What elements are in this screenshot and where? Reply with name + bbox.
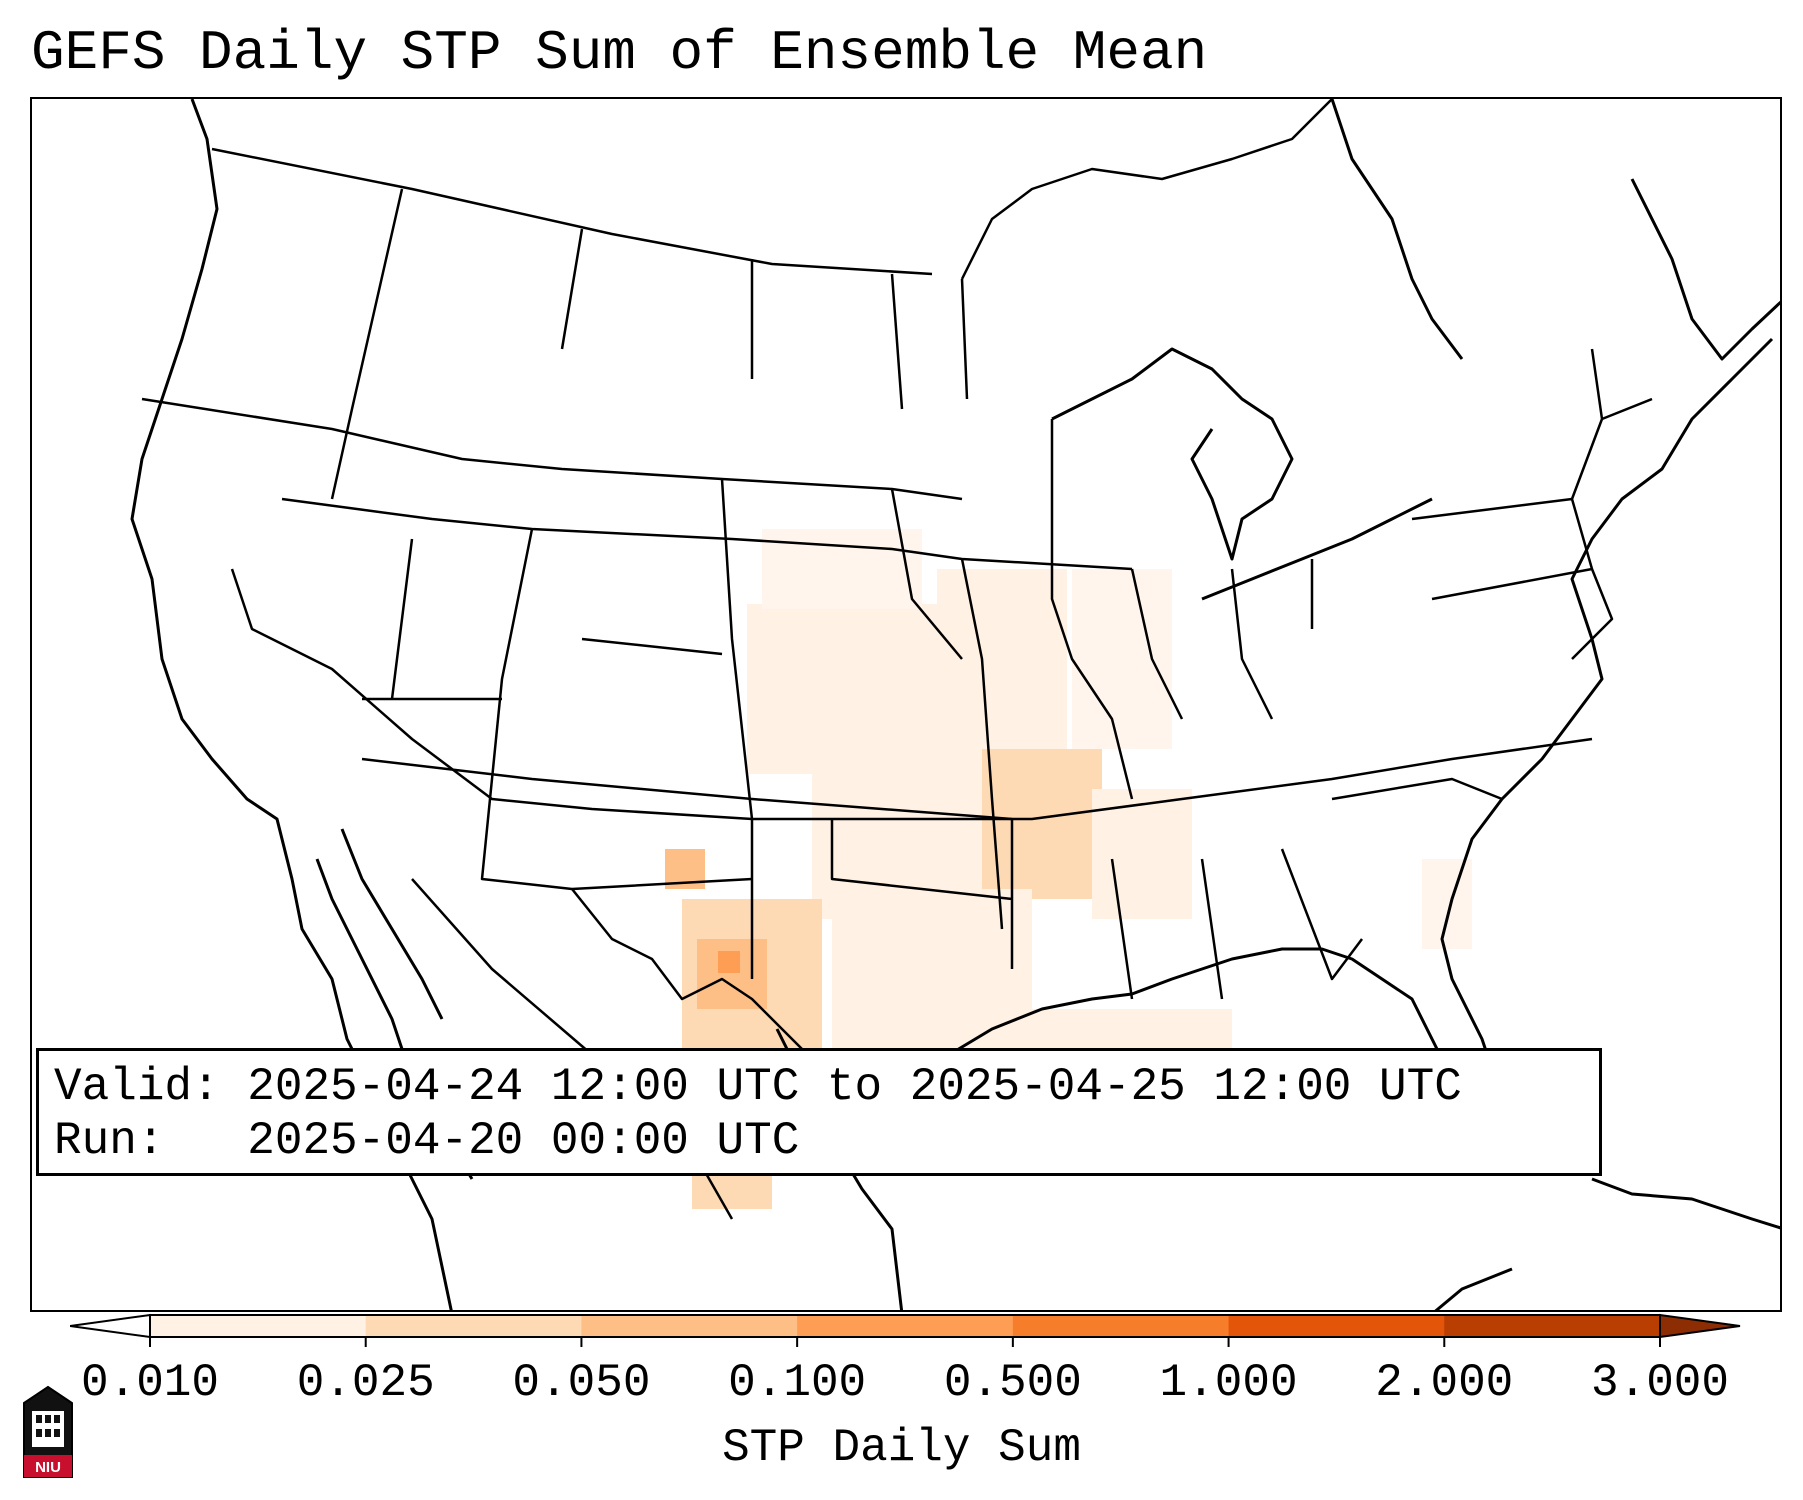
colorbar-tick-label: 0.050 <box>512 1357 651 1409</box>
stp-shade-mississippi <box>1092 789 1192 919</box>
colorbar-tick-label: 0.025 <box>296 1357 435 1409</box>
valid-run-box: Valid: 2025-04-24 12:00 UTC to 2025-04-2… <box>36 1048 1602 1176</box>
colorbar-segment <box>1228 1315 1445 1337</box>
colorbar-segment <box>797 1315 1014 1337</box>
stp-shade-big-bend-core <box>697 939 767 1009</box>
hudson-bay-fringe <box>1330 99 1464 360</box>
colorbar-segment <box>1012 1315 1230 1337</box>
us-canada-border <box>211 147 933 276</box>
stp-shade-big-bend-max <box>718 951 740 973</box>
colorbar-over-arrow <box>1659 1313 1741 1339</box>
midwest <box>1050 419 1314 800</box>
row-4 <box>361 757 1014 979</box>
colorbar-tick-label: 1.000 <box>1159 1357 1298 1409</box>
gulf-of-california <box>340 828 444 1020</box>
colorbar-tick-label: 3.000 <box>1590 1357 1730 1409</box>
colorbar-segments <box>150 1315 1661 1337</box>
stp-shade-kansas <box>747 604 967 774</box>
colorbar-segment <box>150 1315 367 1337</box>
colorbar-segment <box>1444 1315 1661 1337</box>
colorbar-segment <box>581 1315 798 1337</box>
southeast <box>1110 777 1503 1000</box>
great-lakes <box>1051 347 1433 601</box>
colorbar-tick-label: 0.010 <box>80 1357 220 1409</box>
niu-logo-text: NIU <box>35 1459 61 1476</box>
four-corners <box>362 528 753 891</box>
colorbar-segment <box>365 1315 582 1337</box>
run-time-text: Run: 2025-04-20 00:00 UTC <box>54 1115 800 1167</box>
colorbar-under-arrow <box>70 1313 151 1339</box>
chart-title: GEFS Daily STP Sum of Ensemble Mean <box>31 21 1208 85</box>
row-1 <box>141 397 963 501</box>
stp-shade-arkansas <box>982 749 1102 899</box>
colorbar-tick-label: 2.000 <box>1375 1357 1514 1409</box>
northeast <box>1411 348 1653 660</box>
state-boundaries <box>141 99 1653 1220</box>
colorbar <box>70 1313 1741 1347</box>
stp-shade-georgia <box>1422 859 1472 949</box>
stp-shade-nebraska <box>762 529 922 609</box>
valid-time-text: Valid: 2025-04-24 12:00 UTC to 2025-04-2… <box>54 1061 1462 1113</box>
stp-shade-illinois <box>1072 569 1172 749</box>
plains-vertical <box>720 478 1004 930</box>
colorbar-label: STP Daily Sum <box>722 1422 1081 1474</box>
caribbean-islands <box>1434 1177 1780 1310</box>
northern-rockies <box>330 188 969 500</box>
new-england <box>1630 178 1780 361</box>
colorbar-tick-label: 0.100 <box>728 1357 867 1409</box>
colorbar-tick-label: 0.500 <box>943 1357 1082 1409</box>
colorbar-outline <box>149 1314 1661 1338</box>
canada-east <box>960 99 1333 280</box>
niu-logo: NIU <box>23 1385 73 1478</box>
colorbar-ticks <box>149 1337 1661 1347</box>
